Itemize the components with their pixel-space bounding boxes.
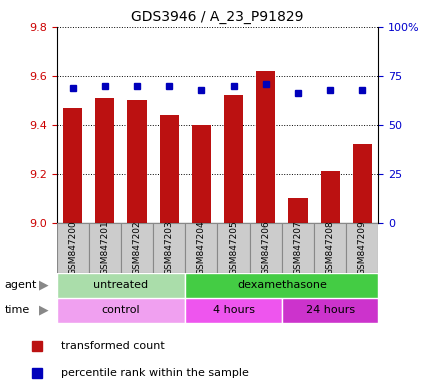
Bar	[56, 273, 185, 298]
Bar	[185, 298, 281, 323]
Text: GSM847206: GSM847206	[261, 220, 270, 275]
Text: agent: agent	[4, 280, 36, 290]
Bar	[288, 198, 307, 223]
Text: 24 hours: 24 hours	[305, 305, 354, 315]
Text: ▶: ▶	[39, 304, 49, 316]
Bar	[159, 115, 178, 223]
Text: GSM847201: GSM847201	[100, 220, 109, 275]
Bar	[127, 100, 146, 223]
Bar	[63, 108, 82, 223]
Bar	[224, 96, 243, 223]
Text: untreated: untreated	[93, 280, 148, 290]
Bar	[281, 223, 313, 273]
Text: GSM847202: GSM847202	[132, 220, 141, 275]
Bar	[191, 125, 210, 223]
Bar	[185, 223, 217, 273]
Text: GSM847207: GSM847207	[293, 220, 302, 275]
Bar	[256, 71, 275, 223]
Bar	[345, 223, 378, 273]
Bar	[352, 144, 371, 223]
Bar	[89, 223, 121, 273]
Bar	[95, 98, 114, 223]
Text: GSM847200: GSM847200	[68, 220, 77, 275]
Text: ▶: ▶	[39, 279, 49, 291]
Text: dexamethasone: dexamethasone	[237, 280, 326, 290]
Text: GSM847203: GSM847203	[164, 220, 173, 275]
Bar	[217, 223, 249, 273]
Bar	[185, 273, 378, 298]
Text: GSM847204: GSM847204	[197, 220, 205, 275]
Bar	[121, 223, 153, 273]
Text: control: control	[102, 305, 140, 315]
Text: 4 hours: 4 hours	[212, 305, 254, 315]
Text: transformed count: transformed count	[61, 341, 164, 351]
Bar	[320, 171, 339, 223]
Bar	[313, 223, 345, 273]
Bar	[56, 298, 185, 323]
Bar	[56, 223, 89, 273]
Text: percentile rank within the sample: percentile rank within the sample	[61, 368, 248, 379]
Text: time: time	[4, 305, 30, 315]
Text: GSM847209: GSM847209	[357, 220, 366, 275]
Title: GDS3946 / A_23_P91829: GDS3946 / A_23_P91829	[131, 10, 303, 25]
Text: GSM847208: GSM847208	[325, 220, 334, 275]
Text: GSM847205: GSM847205	[229, 220, 237, 275]
Bar	[281, 298, 378, 323]
Bar	[153, 223, 185, 273]
Bar	[249, 223, 281, 273]
